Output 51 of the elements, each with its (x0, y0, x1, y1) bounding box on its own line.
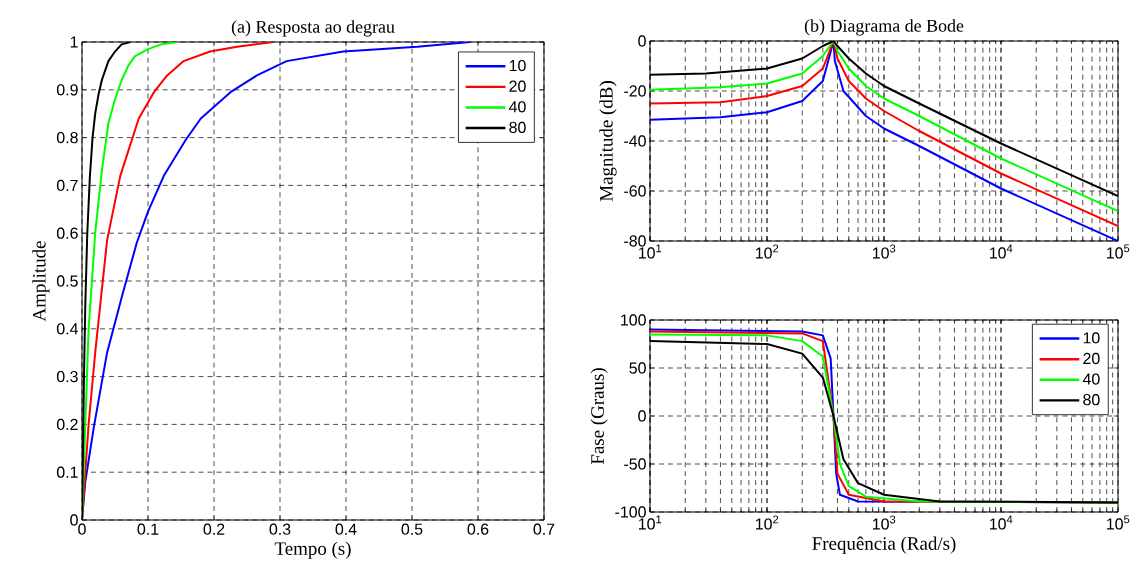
y-tick-label: 50 (629, 362, 646, 374)
y-tick-label: 0.5 (56, 275, 78, 287)
y-tick-label: -100 (615, 506, 646, 518)
y-tick-label: 0.1 (56, 466, 78, 478)
y-axis-title: Amplitude (32, 241, 50, 322)
y-tick-label: 0 (638, 35, 646, 47)
legend-label: 20 (1083, 352, 1100, 365)
x-tick-label: 10$^{4}$ (990, 244, 1013, 259)
y-tick-label: 0 (638, 410, 646, 422)
legend-label: 10 (509, 59, 526, 72)
x-tick-label: 0.4 (335, 523, 357, 535)
y-axis-title: Magnitude (dB) (599, 81, 617, 202)
x-tick-label: 0.3 (269, 523, 291, 535)
y-tick-label: -40 (624, 135, 646, 147)
y-tick-label: -80 (624, 235, 646, 247)
x-tick-label: 0.5 (401, 523, 423, 535)
legend-label: 80 (1083, 394, 1100, 406)
x-tick-label: 10$^{2}$ (756, 515, 779, 530)
x-tick-label: 0.1 (137, 523, 159, 535)
y-tick-label: 0.6 (56, 227, 78, 239)
x-axis-title: Tempo (s) (274, 541, 351, 559)
legend-label: 80 (509, 121, 526, 134)
chart-title: (a) Resposta ao degrau (231, 20, 395, 37)
x-tick-label: 10$^{3}$ (873, 515, 896, 530)
y-tick-label: 0.7 (56, 179, 78, 192)
x-tick-label: 10$^{5}$ (1107, 244, 1130, 259)
y-tick-label: 0.4 (56, 323, 79, 335)
y-tick-label: 0.9 (56, 84, 78, 96)
y-tick-label: 1 (70, 36, 78, 48)
x-tick-label: 10$^{2}$ (756, 244, 779, 259)
x-axis-title: Frequência (Rad/s) (812, 536, 956, 554)
y-axis-title: Fase (Graus) (590, 368, 608, 465)
legend-label: 40 (508, 101, 526, 113)
x-tick-label: 10$^{5}$ (1107, 515, 1130, 530)
y-tick-label: -50 (624, 458, 646, 470)
chart-title: (b) Diagrama de Bode (804, 19, 964, 36)
x-tick-label: 0 (78, 523, 86, 535)
x-tick-label: 0.2 (203, 523, 225, 535)
legend-label: 40 (1082, 373, 1100, 385)
y-tick-label: -20 (624, 85, 646, 97)
y-tick-label: 0.8 (56, 131, 78, 144)
y-tick-label: -60 (624, 185, 646, 197)
x-tick-label: 0.7 (533, 523, 555, 535)
legend-label: 10 (1083, 332, 1100, 344)
x-tick-label: 10$^{4}$ (990, 515, 1013, 530)
y-tick-label: 0.3 (56, 370, 78, 383)
x-tick-label: 10$^{3}$ (873, 244, 896, 259)
y-tick-label: 100 (621, 314, 646, 326)
legend-label: 20 (509, 80, 526, 92)
y-tick-label: 0.2 (56, 418, 78, 431)
x-tick-label: 0.6 (467, 523, 489, 535)
